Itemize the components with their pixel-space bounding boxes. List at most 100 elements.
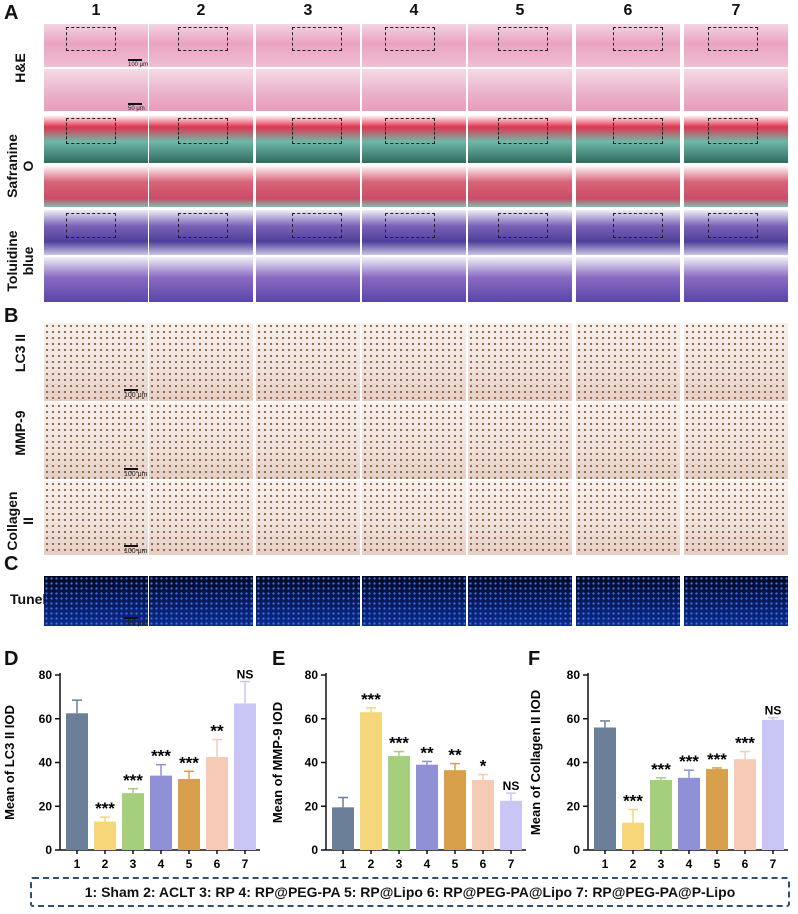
y-tick-label: 80	[305, 668, 319, 682]
micrograph-safranine-overview-3	[256, 115, 360, 163]
significance-label-7: NS	[503, 779, 520, 793]
x-tick-label-4: 4	[686, 857, 693, 871]
significance-label-3: ***	[123, 771, 143, 790]
significance-label-5: **	[448, 746, 462, 765]
micrograph-safranine-overview-5	[468, 115, 572, 163]
bar-7	[234, 703, 256, 850]
micrograph-ihc-lc3-5	[468, 323, 572, 401]
zoom-region-box-safranine-overview-6	[613, 118, 663, 144]
zoom-region-box-he-overview-5	[498, 27, 548, 51]
x-tick-label-7: 7	[770, 857, 777, 871]
micrograph-he-zoom-2	[149, 69, 253, 111]
chart-mmp9: Mean of MMP-9 IOD0204060801***2***3**4**…	[270, 668, 526, 871]
row-label-toluidine-text: Toluidine blue	[4, 230, 36, 292]
column-number-4: 4	[409, 2, 419, 19]
y-axis-label: Mean of MMP-9 IOD	[270, 702, 285, 823]
micrograph-safranine-zoom-6	[576, 165, 680, 207]
row-label-lc3: LC3 II	[12, 333, 28, 373]
micrograph-toluidine-zoom-4	[362, 257, 466, 302]
x-tick-label-6: 6	[480, 857, 487, 871]
micrograph-ihc-mmp9-5	[468, 403, 572, 479]
bar-5	[444, 770, 466, 850]
zoom-region-box-he-overview-4	[385, 27, 435, 51]
micrograph-ihc-mmp9-1	[44, 403, 148, 479]
micrograph-tunel-7	[684, 576, 788, 626]
row-label-collagen-text: Collagen II	[4, 491, 36, 551]
bar-4	[678, 777, 700, 850]
micrograph-ihc-collagen-4	[362, 481, 466, 555]
panel-label-e: E	[272, 648, 286, 670]
micrograph-he-overview-3	[256, 24, 360, 67]
y-tick-label: 80	[567, 668, 581, 682]
row-label-safranine: Safranine O	[4, 116, 36, 216]
scale-bar-bc-2: 100 μm	[124, 468, 148, 478]
x-tick-label-2: 2	[630, 857, 637, 871]
y-tick-label: 80	[39, 668, 53, 682]
chart-lc3: Mean of LC3 II IOD 0 20 40 60 80 1 *** 2 *** 3 *** 4…	[2, 668, 260, 871]
micrograph-tunel-3	[256, 576, 360, 626]
bar-6	[472, 780, 494, 850]
micrograph-toluidine-overview-1	[44, 210, 148, 255]
x-tick-label-1: 1	[74, 857, 81, 871]
x-tick-label-5: 5	[714, 857, 721, 871]
y-tick-label: 60	[39, 712, 53, 726]
chart-collagen: Mean of Collagen II IOD 0 20 40 60 80 1 *** 2 ***…	[528, 668, 788, 871]
micrograph-toluidine-overview-3	[256, 210, 360, 255]
zoom-region-box-toluidine-overview-6	[613, 213, 663, 238]
column-number-1: 1	[91, 2, 101, 19]
bar-5	[178, 778, 200, 850]
zoom-region-box-toluidine-overview-4	[385, 213, 435, 238]
micrograph-he-overview-2	[149, 24, 253, 67]
micrograph-safranine-zoom-2	[149, 165, 253, 207]
y-tick-label: 60	[567, 712, 581, 726]
row-label-he: H&E	[12, 53, 28, 83]
zoom-region-box-toluidine-overview-5	[498, 213, 548, 238]
y-tick-label: 0	[573, 843, 580, 857]
zoom-region-box-safranine-overview-1	[66, 118, 116, 144]
micrograph-safranine-overview-7	[684, 115, 788, 163]
panel-label-c: C	[4, 553, 19, 575]
y-tick-label: 20	[567, 799, 581, 813]
micrograph-ihc-collagen-3	[256, 481, 360, 555]
significance-label-3: ***	[651, 760, 671, 779]
zoom-region-box-he-overview-7	[708, 27, 758, 51]
significance-label-5: ***	[707, 750, 727, 769]
zoom-region-box-he-overview-6	[613, 27, 663, 51]
x-tick-label-3: 3	[658, 857, 665, 871]
significance-label-2: ***	[361, 690, 381, 709]
x-tick-label-1: 1	[602, 857, 609, 871]
x-tick-label-6: 6	[214, 857, 221, 871]
bar-1	[66, 713, 88, 850]
x-tick-label-2: 2	[102, 857, 109, 871]
micrograph-toluidine-zoom-6	[576, 257, 680, 302]
row-label-toluidine: Toluidine blue	[4, 211, 36, 311]
column-number-6: 6	[623, 2, 633, 19]
bar-3	[388, 755, 410, 850]
micrograph-ihc-collagen-5	[468, 481, 572, 555]
micrograph-he-overview-5	[468, 24, 572, 67]
micrograph-he-zoom-3	[256, 69, 360, 111]
micrograph-he-zoom-4	[362, 69, 466, 111]
group-legend-text: 1: Sham 2: ACLT 3: RP 4: RP@PEG-PA 5: RP…	[84, 884, 736, 900]
bar-4	[416, 764, 438, 850]
y-axis-label: Mean of LC3 II IOD	[2, 705, 17, 820]
significance-label-7: NS	[237, 668, 254, 682]
bar-7	[762, 719, 784, 850]
bar-6	[206, 757, 228, 850]
zoom-region-box-toluidine-overview-2	[178, 213, 228, 238]
significance-label-4: ***	[151, 747, 171, 766]
scale-bar-a-1: 100 μm	[128, 59, 149, 68]
bar-7	[500, 800, 522, 850]
micrograph-safranine-overview-2	[149, 115, 253, 163]
micrograph-ihc-collagen-2	[149, 481, 253, 555]
zoom-region-box-he-overview-1	[66, 27, 116, 51]
scale-bar-bc-4: 100 μm	[124, 617, 148, 627]
micrograph-ihc-mmp9-7	[684, 403, 788, 479]
micrograph-ihc-mmp9-3	[256, 403, 360, 479]
bar-2	[622, 822, 644, 850]
scale-bar-bc-3: 100 μm	[124, 545, 148, 555]
row-label-tunel: Tunel	[10, 591, 47, 607]
zoom-region-box-toluidine-overview-3	[292, 213, 342, 238]
x-tick-label-4: 4	[424, 857, 431, 871]
micrograph-he-overview-7	[684, 24, 788, 67]
